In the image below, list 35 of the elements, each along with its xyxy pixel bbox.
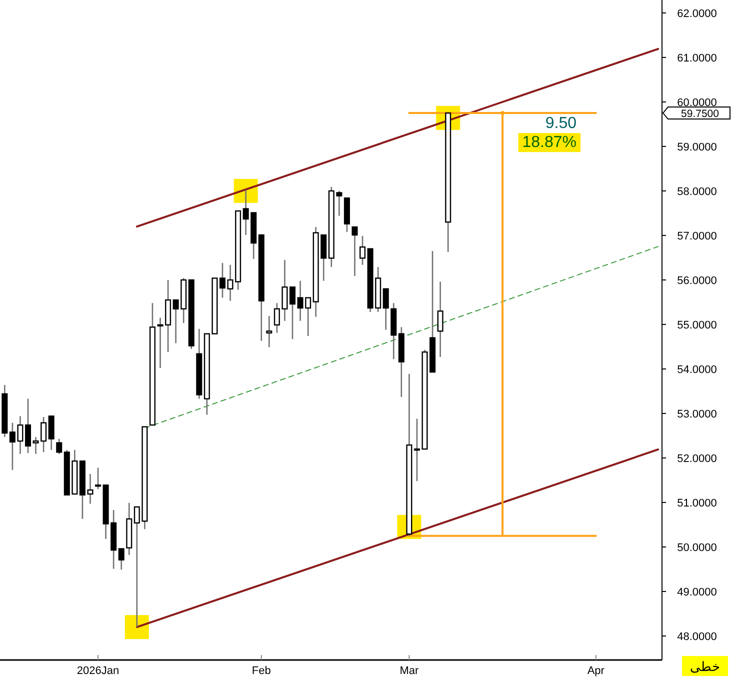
candlestick — [352, 226, 358, 277]
candlestick — [48, 415, 54, 451]
x-tick-label: Feb — [252, 665, 271, 677]
x-tick-label: 2026Jan — [76, 665, 120, 677]
y-tick-label: 48.0000 — [677, 630, 717, 643]
x-tick-label: Mar — [400, 665, 419, 677]
annotation: 18.87% — [522, 134, 577, 152]
y-tick-label: 58.0000 — [677, 186, 717, 198]
candlestick — [24, 398, 32, 454]
y-tick-label: 50.0000 — [677, 542, 717, 554]
y-tick-label: 49.0000 — [677, 586, 717, 598]
candlestick — [289, 286, 296, 340]
y-tick-label: 60.0000 — [677, 96, 717, 109]
candlestick — [266, 315, 272, 348]
y-tick-label: 55.0000 — [677, 319, 717, 332]
candlestick — [359, 235, 366, 266]
y-tick-label: 53.0000 — [677, 408, 717, 420]
y-tick-label: 61.0000 — [677, 52, 717, 64]
y-tick-label: 59.0000 — [677, 141, 717, 154]
y-tick-label: 62.0000 — [677, 8, 717, 20]
y-tick-label: 51.0000 — [677, 497, 717, 510]
candlestick — [382, 288, 389, 330]
point — [124, 615, 149, 640]
y-tick-label: 56.0000 — [677, 274, 717, 287]
x-tick-label: Apr — [587, 665, 605, 677]
text: 59.7500 — [681, 108, 720, 120]
text: خطی — [690, 659, 720, 674]
candlestick — [437, 281, 444, 358]
point — [500, 111, 505, 116]
y-tick-label: 54.0000 — [677, 364, 717, 376]
y-tick-label: 57.0000 — [677, 230, 717, 242]
candlestick — [56, 438, 62, 455]
annotation: 9.50 — [545, 115, 577, 132]
y-tick-label: 52.0000 — [677, 452, 717, 465]
candlestick — [95, 467, 102, 490]
